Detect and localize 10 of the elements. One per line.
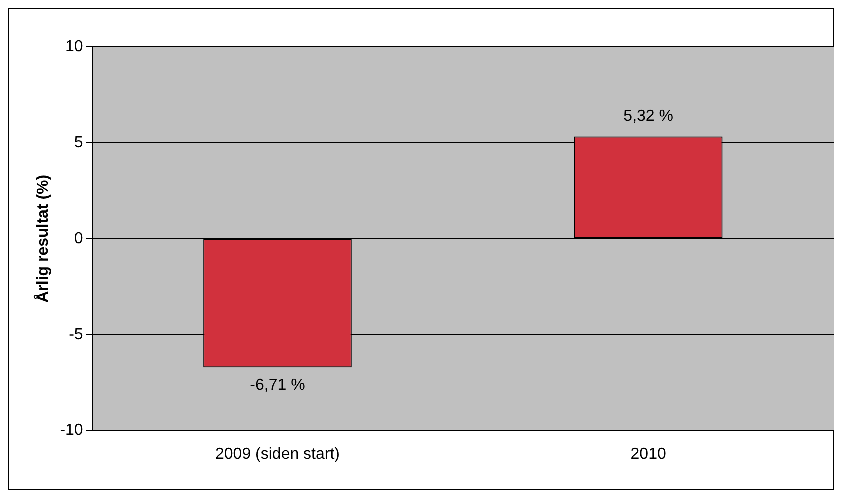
y-axis-title: Årlig resultat (%)	[33, 174, 52, 303]
x-tick-label: 2009 (siden start)	[215, 446, 340, 463]
x-tick-label: 2010	[630, 446, 666, 463]
y-tick-label: -5	[69, 326, 84, 344]
data-label: 5,32 %	[624, 108, 674, 126]
y-tick-label: 5	[74, 134, 84, 152]
data-label: -6,71 %	[250, 377, 306, 394]
y-tick-label: -10	[60, 422, 84, 440]
y-tick-label: 10	[66, 38, 84, 56]
y-tick-label: 0	[74, 230, 84, 248]
